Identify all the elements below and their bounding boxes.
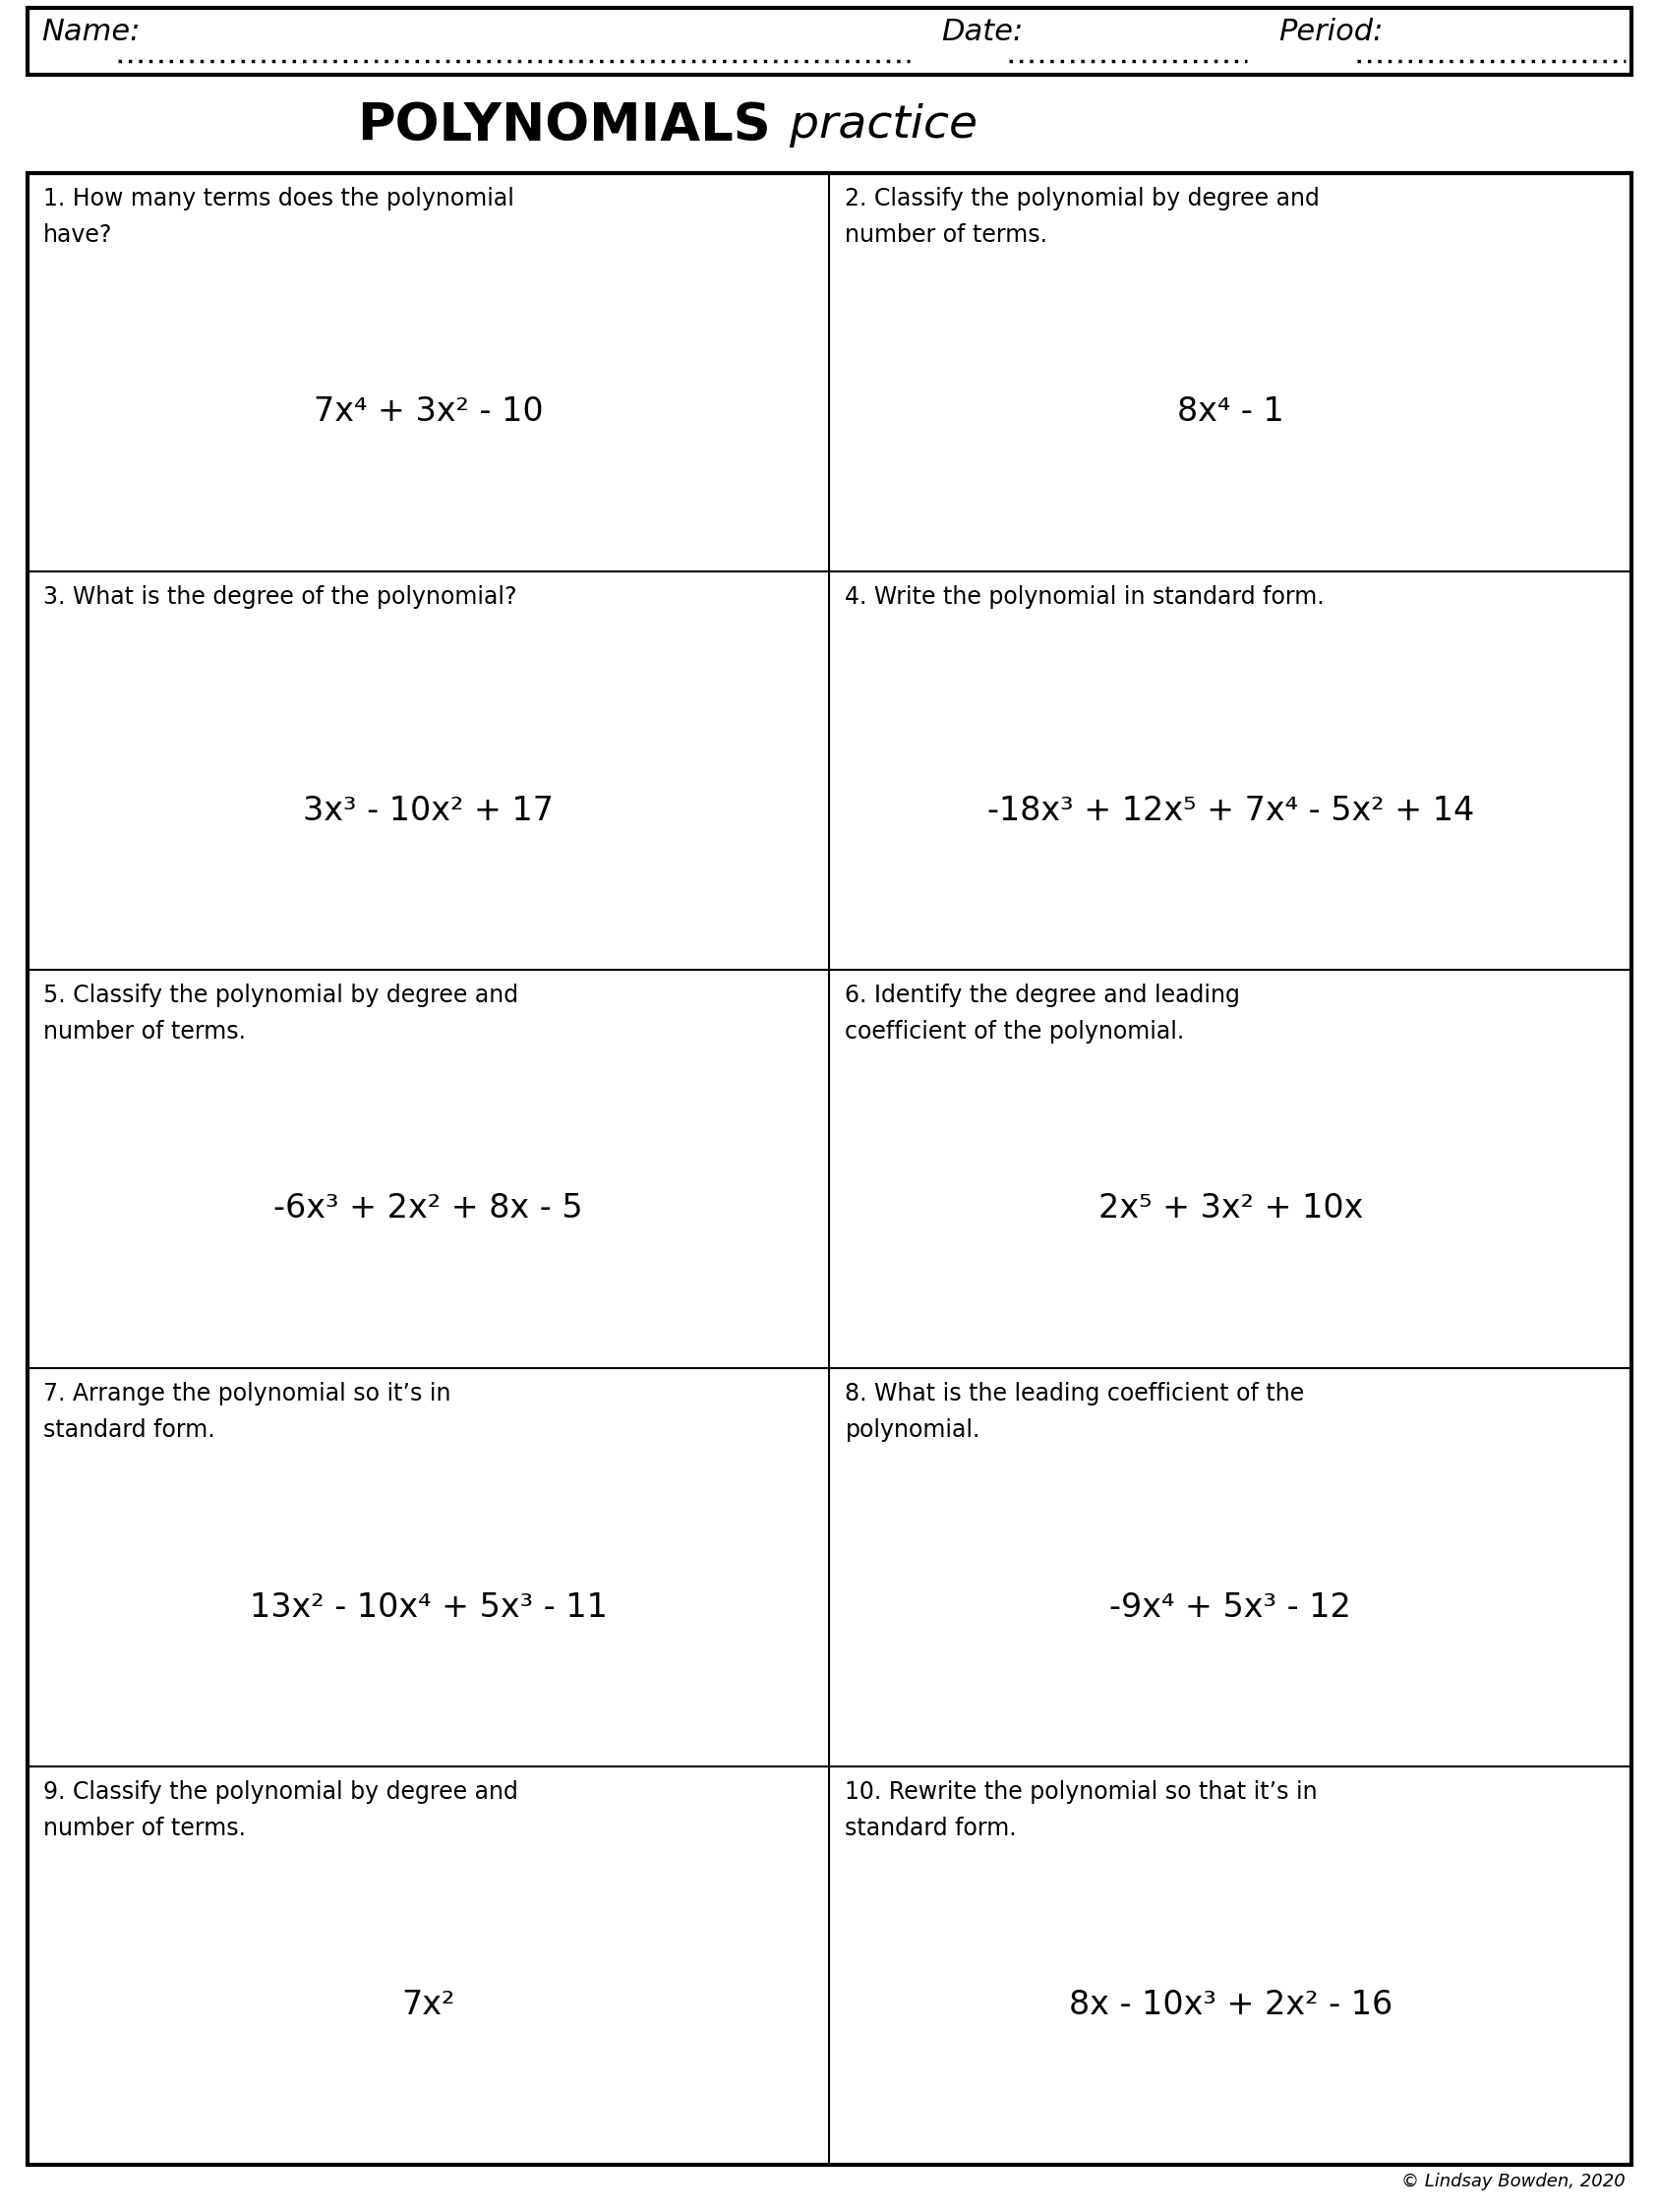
Text: Period:: Period: [1279,18,1384,46]
Text: 5. Classify the polynomial by degree and
number of terms.: 5. Classify the polynomial by degree and… [43,984,518,1044]
Text: -18x³ + 12x⁵ + 7x⁴ - 5x² + 14: -18x³ + 12x⁵ + 7x⁴ - 5x² + 14 [987,794,1473,827]
Text: 8. What is the leading coefficient of the
polynomial.: 8. What is the leading coefficient of th… [844,1382,1304,1442]
Text: 1. How many terms does the polynomial
have?: 1. How many terms does the polynomial ha… [43,186,514,248]
Text: 7x²: 7x² [401,1989,455,2022]
Text: © Lindsay Bowden, 2020: © Lindsay Bowden, 2020 [1402,2172,1626,2190]
Text: Date:: Date: [942,18,1024,46]
Text: 2x⁵ + 3x² + 10x: 2x⁵ + 3x² + 10x [1098,1192,1364,1225]
Text: 13x² - 10x⁴ + 5x³ - 11: 13x² - 10x⁴ + 5x³ - 11 [249,1590,607,1624]
Text: POLYNOMIALS: POLYNOMIALS [357,100,770,150]
Text: 7x⁴ + 3x² - 10: 7x⁴ + 3x² - 10 [314,396,544,429]
Text: 8x⁴ - 1: 8x⁴ - 1 [1176,396,1284,429]
Text: Name:: Name: [41,18,139,46]
Text: -9x⁴ + 5x³ - 12: -9x⁴ + 5x³ - 12 [1110,1590,1352,1624]
Text: 10. Rewrite the polynomial so that it’s in
standard form.: 10. Rewrite the polynomial so that it’s … [844,1781,1317,1840]
Text: 4. Write the polynomial in standard form.: 4. Write the polynomial in standard form… [844,586,1326,608]
Bar [28,9,1631,75]
Text: 2. Classify the polynomial by degree and
number of terms.: 2. Classify the polynomial by degree and… [844,186,1321,248]
Text: practice: practice [775,104,979,148]
Text: 3. What is the degree of the polynomial?: 3. What is the degree of the polynomial? [43,586,516,608]
Text: -6x³ + 2x² + 8x - 5: -6x³ + 2x² + 8x - 5 [274,1192,584,1225]
Text: 7. Arrange the polynomial so it’s in
standard form.: 7. Arrange the polynomial so it’s in sta… [43,1382,451,1442]
Text: 6. Identify the degree and leading
coefficient of the polynomial.: 6. Identify the degree and leading coeff… [844,984,1241,1044]
Text: 3x³ - 10x² + 17: 3x³ - 10x² + 17 [304,794,554,827]
Text: 9. Classify the polynomial by degree and
number of terms.: 9. Classify the polynomial by degree and… [43,1781,518,1840]
Text: 8x - 10x³ + 2x² - 16: 8x - 10x³ + 2x² - 16 [1068,1989,1392,2022]
